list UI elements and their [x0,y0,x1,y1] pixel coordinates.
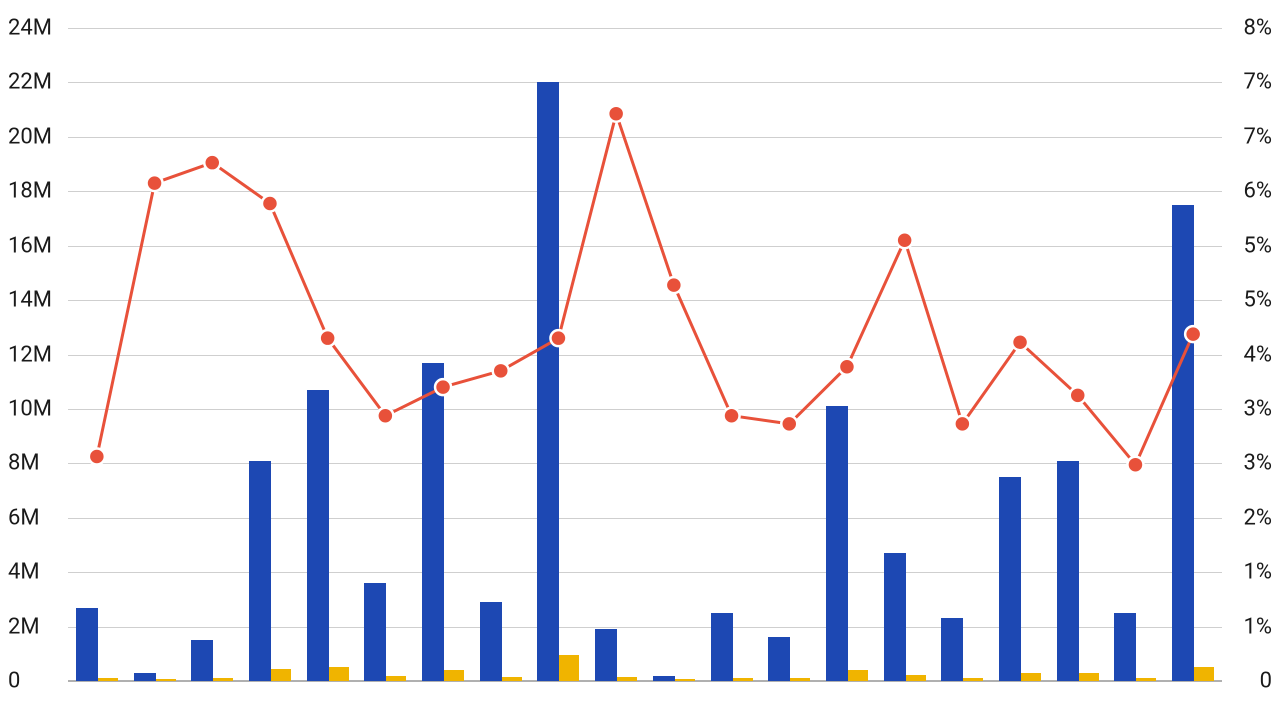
y-left-tick-label: 6M [8,505,40,530]
y-right-tick-label: 1% [1244,560,1272,585]
y-left-tick-label: 12M [8,342,52,367]
trend-marker [320,330,336,346]
trend-marker [377,408,393,424]
y-left-tick-label: 8M [8,451,40,476]
y-left-tick-label: 10M [8,396,52,421]
y-right-tick-label: 5% [1244,288,1272,313]
y-right-tick-label: 1% [1244,614,1272,639]
trend-marker [1127,457,1143,473]
combo-chart: 0 2M 4M 6M 8M 10M 12M 14M 16M 18M 20M 22M 24M 0 1% 1% 2… [0,0,1280,701]
trend-marker [1185,326,1201,342]
y-left-tick-label: 22M [8,70,52,95]
y-right-tick-label: 6% [1244,179,1272,204]
y-right-tick-label: 4% [1244,342,1272,367]
y-right-tick-label: 0 [1260,669,1272,694]
trend-marker [781,416,797,432]
trend-marker [608,106,624,122]
trend-line [97,114,1193,465]
y-right-tick-label: 7% [1244,70,1272,95]
y-left-tick-label: 14M [8,288,52,313]
y-left-tick-label: 2M [8,614,40,639]
y-right-tick-label: 3% [1244,451,1272,476]
trend-marker [1070,387,1086,403]
trend-marker [954,416,970,432]
y-left-tick-label: 18M [8,179,52,204]
y-right-tick-label: 7% [1244,124,1272,149]
line-layer [68,28,1222,681]
trend-marker [435,379,451,395]
trend-marker [666,277,682,293]
plot-area [68,28,1222,681]
y-right-tick-label: 5% [1244,233,1272,258]
y-left-tick-label: 0 [8,669,20,694]
trend-marker [1012,334,1028,350]
trend-marker [204,155,220,171]
trend-marker [839,359,855,375]
trend-marker [550,330,566,346]
trend-marker [897,232,913,248]
y-axis-left: 0 2M 4M 6M 8M 10M 12M 14M 16M 18M 20M 22M 24M [0,0,62,701]
y-left-tick-label: 24M [8,16,52,41]
trend-marker [493,363,509,379]
y-right-tick-label: 2% [1244,505,1272,530]
trend-marker [262,195,278,211]
y-left-tick-label: 20M [8,124,52,149]
y-right-tick-label: 3% [1244,396,1272,421]
y-right-tick-label: 8% [1244,16,1272,41]
y-left-tick-label: 4M [8,560,40,585]
y-left-tick-label: 16M [8,233,52,258]
trend-marker [147,175,163,191]
trend-marker [724,408,740,424]
y-axis-right: 0 1% 1% 2% 3% 3% 4% 5% 5% 6% 7% 7% 8% [1226,0,1280,701]
trend-marker [89,449,105,465]
